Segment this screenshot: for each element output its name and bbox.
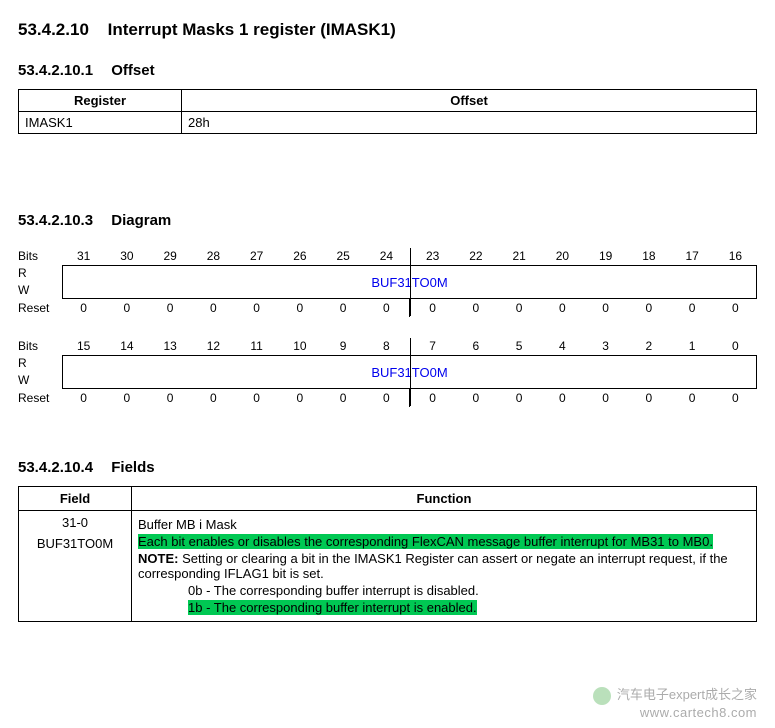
note-label: NOTE: — [138, 551, 178, 566]
bitfield-box: BUF31TO0M — [62, 355, 757, 389]
bits-label: Bits — [18, 339, 62, 353]
function-cell: Buffer MB i Mask Each bit enables or dis… — [132, 511, 757, 622]
cell-offset: 28h — [182, 112, 757, 134]
section-text: Interrupt Masks 1 register (IMASK1) — [108, 20, 396, 39]
rw-labels: R W — [18, 355, 62, 389]
reset-label: Reset — [18, 391, 62, 405]
bit-row-high: Bits 31 30 29 28 27 26 25 24 23 22 21 20… — [18, 247, 757, 317]
watermark: 汽车电子expert成长之家 www.cartech8.com — [593, 684, 757, 720]
reset-label: Reset — [18, 301, 62, 315]
wechat-icon — [593, 687, 611, 705]
diagram-text: Diagram — [111, 212, 171, 229]
section-number: 53.4.2.10 — [18, 20, 89, 39]
diagram-heading: 53.4.2.10.3 Diagram — [18, 212, 757, 229]
col-field: Field — [19, 487, 132, 511]
offset-heading: 53.4.2.10.1 Offset — [18, 62, 757, 79]
note-text: Setting or clearing a bit in the IMASK1 … — [138, 551, 728, 581]
fields-heading: 53.4.2.10.4 Fields — [18, 459, 757, 476]
bitfield-box: BUF31TO0M — [62, 265, 757, 299]
offset-table: Register Offset IMASK1 28h — [18, 89, 757, 134]
section-title: 53.4.2.10 Interrupt Masks 1 register (IM… — [18, 20, 757, 40]
fields-text: Fields — [111, 459, 154, 476]
field-range: 31-0 — [25, 515, 125, 530]
bits-label: Bits — [18, 249, 62, 263]
col-register: Register — [19, 90, 182, 112]
table-row: Register Offset — [19, 90, 757, 112]
offset-number: 53.4.2.10.1 — [18, 62, 93, 79]
field-name: BUF31TO0M — [25, 536, 125, 551]
value-0: 0b - The corresponding buffer interrupt … — [138, 583, 750, 598]
fields-table: Field Function 31-0 BUF31TO0M Buffer MB … — [18, 486, 757, 622]
value-1: 1b - The corresponding buffer interrupt … — [188, 600, 477, 615]
table-row: IMASK1 28h — [19, 112, 757, 134]
table-row: 31-0 BUF31TO0M Buffer MB i Mask Each bit… — [19, 511, 757, 622]
byte-separator — [410, 248, 411, 316]
cell-register: IMASK1 — [19, 112, 182, 134]
offset-text: Offset — [111, 62, 154, 79]
col-offset: Offset — [182, 90, 757, 112]
table-row: Field Function — [19, 487, 757, 511]
field-title: Buffer MB i Mask — [138, 517, 750, 532]
col-function: Function — [132, 487, 757, 511]
diagram-number: 53.4.2.10.3 — [18, 212, 93, 229]
fields-number: 53.4.2.10.4 — [18, 459, 93, 476]
byte-separator — [410, 338, 411, 406]
bit-row-low: Bits 15 14 13 12 11 10 9 8 7 6 5 4 3 2 1… — [18, 337, 757, 407]
bit-diagram: Bits 31 30 29 28 27 26 25 24 23 22 21 20… — [18, 247, 757, 407]
rw-labels: R W — [18, 265, 62, 299]
highlight-text: Each bit enables or disables the corresp… — [138, 534, 713, 549]
field-cell: 31-0 BUF31TO0M — [19, 511, 132, 622]
